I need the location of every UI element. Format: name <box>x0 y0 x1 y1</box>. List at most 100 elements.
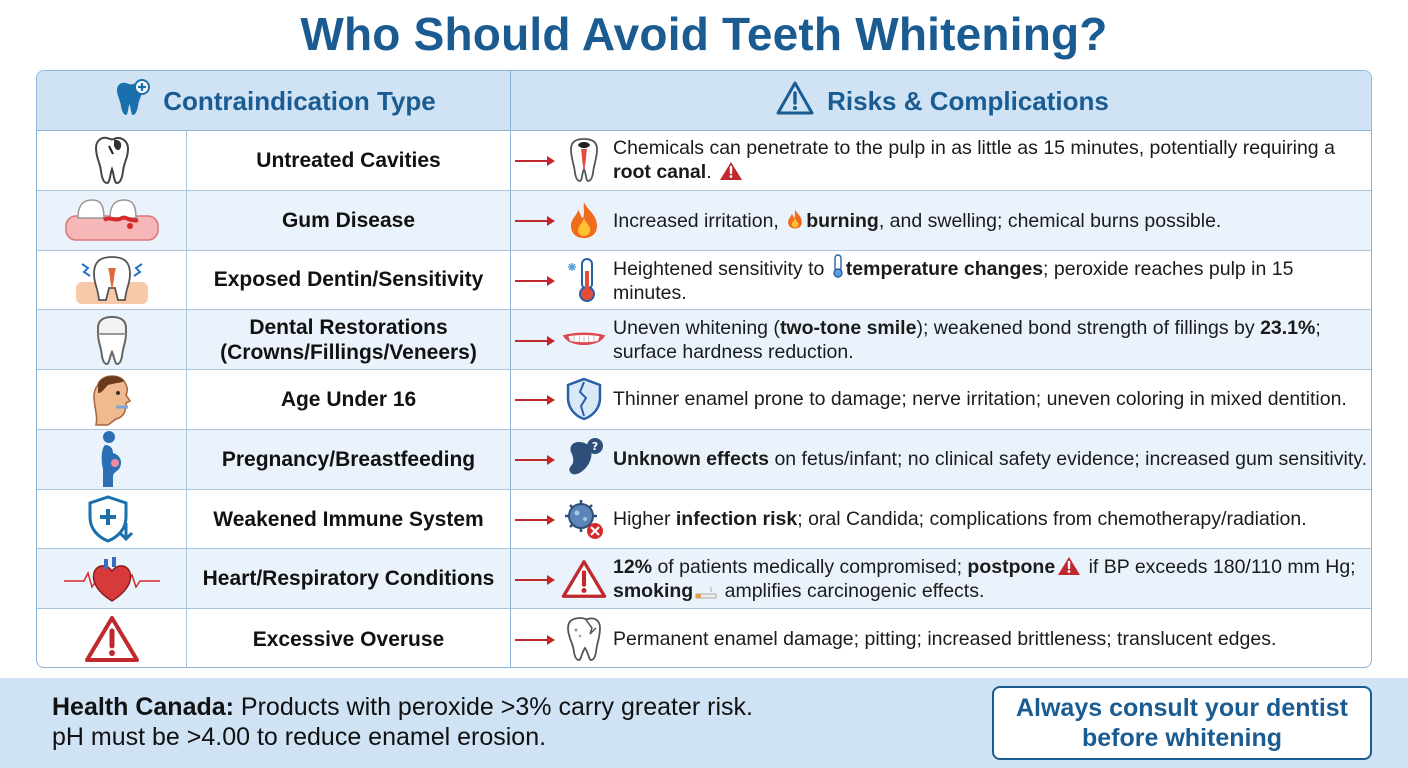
risk-description: Heightened sensitivity to temperature ch… <box>613 251 1369 310</box>
footer-label: Health Canada: <box>52 693 234 721</box>
risk-text: Chemicals can penetrate to the pulp in a… <box>613 137 1335 160</box>
damaged-tooth-icon <box>561 609 607 667</box>
fetus-question-icon: ? <box>561 430 607 489</box>
table-row: Excessive Overuse Permanent enamel damage… <box>37 609 1371 667</box>
contraindication-type: Exposed Dentin/Sensitivity <box>187 250 511 310</box>
risk-text: , and swelling; chemical burns possible. <box>878 209 1222 232</box>
risk-text: ); weakened bond strength of fillings by <box>916 316 1261 339</box>
arrow-right-icon <box>511 513 557 526</box>
page-title: Who Should Avoid Teeth Whitening? <box>300 8 1108 60</box>
cracked-shield-icon <box>561 370 607 429</box>
health-canada-note: Health Canada: Products with peroxide >3… <box>52 692 952 752</box>
contraindication-type: Heart/Respiratory Conditions <box>187 549 511 609</box>
arrow-right-icon <box>511 573 557 585</box>
arrow-right-icon <box>511 393 557 406</box>
risk-text: Permanent enamel damage; pitting; increa… <box>613 628 1277 651</box>
table-row: Gum Disease Increased irritation, burning… <box>37 190 1371 251</box>
inflamed-gum-icon <box>37 190 187 250</box>
risk-description: 12% of patients medically compromised; p… <box>613 549 1369 608</box>
risk-text: . <box>706 161 718 184</box>
footer-line-2: pH must be >4.00 to reduce enamel erosio… <box>52 723 547 751</box>
risk-description: Chemicals can penetrate to the pulp in a… <box>613 131 1369 190</box>
arrow-right-icon <box>511 334 557 346</box>
svg-text:?: ? <box>592 440 598 453</box>
table-row: Pregnancy/Breastfeeding? Unknown effects … <box>37 429 1371 490</box>
arrow-right-icon <box>511 214 557 227</box>
header-risks: Risks & Complications <box>511 71 1371 131</box>
arrow-right-icon <box>511 154 557 167</box>
header-contraindication: Contraindication Type <box>37 71 511 131</box>
risk-text: ; surface hardness reduction. <box>613 316 1321 363</box>
smile-icon <box>561 310 607 369</box>
risk-text: Thinner enamel prone to damage; nerve ir… <box>613 388 1347 411</box>
germ-icon <box>561 490 607 549</box>
risk-text: Uneven whitening ( <box>613 316 780 339</box>
contraindication-type: Untreated Cavities <box>187 131 511 190</box>
risk-text: if BP exceeds 180/110 mm Hg; <box>1083 555 1356 578</box>
cavity-tooth-icon <box>37 131 187 190</box>
table-row: Age Under 16 Thinner enamel prone to dama… <box>37 370 1371 430</box>
contraindication-type: Dental Restorations (Crowns/Fillings/Ven… <box>187 310 511 370</box>
risk-emphasis: 23.1% <box>1260 316 1316 339</box>
contraindication-table: Contraindication Type Risks & Complicati… <box>36 70 1372 668</box>
risk-emphasis: burning <box>806 209 879 232</box>
risk-emphasis: 12% <box>613 555 653 578</box>
warning-inline-icon <box>1055 556 1083 578</box>
risk-emphasis: postpone <box>967 555 1056 578</box>
contraindication-type: Pregnancy/Breastfeeding <box>187 429 511 489</box>
consult-dentist-callout: Always consult your dentist before white… <box>992 686 1372 760</box>
risk-description: Thinner enamel prone to damage; nerve ir… <box>613 370 1369 429</box>
table-header: Contraindication Type Risks & Complicati… <box>37 71 1371 131</box>
risk-description: Permanent enamel damage; pitting; increa… <box>613 609 1369 667</box>
fire-icon <box>561 191 607 250</box>
thermo-inline-icon <box>830 254 846 280</box>
arrow-right-icon <box>511 633 557 646</box>
footer-line-1: Products with peroxide >3% carry greater… <box>233 693 753 721</box>
contraindication-type: Weakened Immune System <box>187 489 511 549</box>
child-face-icon <box>37 370 187 429</box>
arrow-right-icon <box>511 453 557 466</box>
tooth-pulp-icon <box>561 131 607 190</box>
risk-emphasis: two-tone smile <box>779 316 917 339</box>
warning-inline-icon <box>717 161 745 183</box>
risk-emphasis: root canal <box>613 161 707 184</box>
risk-text: Increased irritation, <box>613 209 785 232</box>
warning-icon <box>37 609 187 667</box>
risk-text: amplifies carcinogenic effects. <box>719 579 985 602</box>
warning-icon <box>561 549 607 608</box>
cig-inline-icon <box>693 580 719 602</box>
contraindication-type: Gum Disease <box>187 190 511 250</box>
arrow-right-icon <box>511 274 557 286</box>
risk-text: ; oral Candida; complications from chemo… <box>797 508 1307 531</box>
contraindication-type: Excessive Overuse <box>187 609 511 667</box>
thermometer-icon <box>561 251 607 310</box>
risk-emphasis: temperature changes <box>845 258 1044 281</box>
risk-emphasis: Unknown effects <box>613 448 770 471</box>
risk-emphasis: infection risk <box>675 508 798 531</box>
tooth-plus-icon <box>111 78 151 125</box>
table-row: Dental Restorations (Crowns/Fillings/Ven… <box>37 310 1371 371</box>
risk-description: Higher infection risk; oral Candida; com… <box>613 490 1369 549</box>
risk-emphasis: smoking <box>613 579 694 602</box>
warning-icon <box>775 80 815 123</box>
header-label-contraindication: Contraindication Type <box>163 85 436 116</box>
sensitive-tooth-icon <box>37 250 187 310</box>
risk-text: Higher <box>613 508 676 531</box>
pregnant-woman-icon <box>37 429 187 489</box>
table-row: Exposed Dentin/Sensitivity Heightened sen… <box>37 250 1371 311</box>
risk-description: Unknown effects on fetus/infant; no clin… <box>613 430 1369 489</box>
table-row: Weakened Immune System Higher infection r… <box>37 489 1371 550</box>
risk-description: Increased irritation, burning, and swell… <box>613 191 1369 250</box>
risk-text: ; peroxide reaches pulp in 15 minutes. <box>613 258 1294 305</box>
table-row: Untreated Cavities Chemicals can penetrat… <box>37 131 1371 191</box>
risk-text: of patients medically compromised; <box>652 555 968 578</box>
heart-pulse-icon <box>37 549 187 609</box>
risk-description: Uneven whitening (two-tone smile); weake… <box>613 310 1369 369</box>
crown-tooth-icon <box>37 310 187 370</box>
shield-down-icon <box>37 489 187 549</box>
fire-inline-icon <box>784 209 806 232</box>
header-label-risks: Risks & Complications <box>827 85 1109 116</box>
risk-text: Heightened sensitivity to <box>613 258 830 281</box>
risk-text: on fetus/infant; no clinical safety evid… <box>769 448 1367 471</box>
contraindication-type: Age Under 16 <box>187 370 511 429</box>
